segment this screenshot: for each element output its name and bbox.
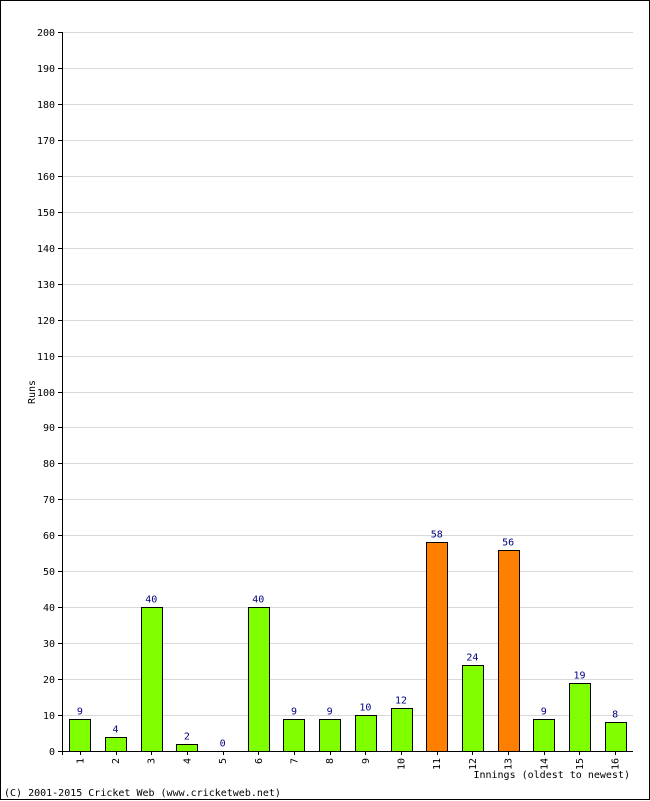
bar — [355, 715, 377, 752]
bar — [283, 719, 305, 752]
data-label: 9 — [77, 707, 83, 718]
bar — [176, 744, 198, 752]
y-tick-label: 160 — [37, 172, 55, 183]
bar — [533, 719, 555, 752]
data-label: 12 — [395, 696, 407, 707]
x-tick-label: 3 — [147, 758, 158, 764]
data-label: 4 — [113, 725, 119, 736]
x-tick-label: 13 — [504, 758, 515, 770]
data-labels: 9 4 40 2 0 40 9 9 10 12 58 24 56 9 19 8 — [77, 530, 618, 750]
bar — [105, 737, 127, 752]
y-tick-label: 40 — [43, 603, 55, 614]
data-label: 19 — [573, 671, 585, 682]
x-axis-ticks: 1 2 3 4 5 6 7 8 9 10 11 12 13 14 15 16 — [75, 751, 622, 770]
bars — [69, 542, 627, 752]
bar — [426, 542, 448, 752]
y-tick-label: 110 — [37, 352, 55, 363]
data-label: 40 — [145, 595, 157, 606]
bar — [141, 607, 163, 752]
y-tick-label: 150 — [37, 208, 55, 219]
copyright-text: (C) 2001-2015 Cricket Web (www.cricketwe… — [4, 788, 281, 799]
bar — [462, 665, 484, 752]
data-label: 24 — [466, 653, 478, 664]
bar — [605, 722, 627, 752]
y-tick-label: 30 — [43, 639, 55, 650]
x-tick-label: 5 — [218, 758, 229, 764]
y-tick-label: 180 — [37, 100, 55, 111]
y-tick-label: 170 — [37, 136, 55, 147]
x-tick-label: 10 — [397, 758, 408, 770]
bar — [391, 708, 413, 752]
data-label: 9 — [291, 707, 297, 718]
bar — [569, 683, 591, 752]
x-tick-label: 15 — [575, 758, 586, 770]
data-label: 56 — [502, 538, 514, 549]
y-tick-label: 100 — [37, 388, 55, 399]
data-label: 40 — [252, 595, 264, 606]
x-axis-label: Innings (oldest to newest) — [473, 770, 630, 781]
data-label: 58 — [431, 530, 443, 541]
y-tick-label: 10 — [43, 711, 55, 722]
bar — [498, 550, 520, 752]
y-tick-label: 50 — [43, 567, 55, 578]
bar — [248, 607, 270, 752]
y-tick-label: 190 — [37, 64, 55, 75]
x-tick-label: 1 — [75, 758, 86, 764]
y-tick-label: 80 — [43, 459, 55, 470]
y-axis-ticks: 0 10 20 30 40 50 60 70 80 90 100 110 120 130 140 150 160… — [37, 28, 62, 758]
x-tick-label: 14 — [539, 758, 550, 770]
y-axis-label: Runs — [27, 380, 38, 404]
y-tick-label: 200 — [37, 28, 55, 39]
data-label: 10 — [359, 703, 371, 714]
y-tick-label: 70 — [43, 495, 55, 506]
bar — [319, 719, 341, 752]
y-tick-label: 0 — [49, 747, 55, 758]
x-tick-label: 4 — [182, 758, 193, 764]
data-label: 9 — [327, 707, 333, 718]
x-tick-label: 16 — [611, 758, 622, 770]
x-tick-label: 2 — [111, 758, 122, 764]
data-label: 9 — [541, 707, 547, 718]
y-tick-label: 90 — [43, 423, 55, 434]
data-label: 2 — [184, 732, 190, 743]
bar — [69, 719, 91, 752]
y-tick-label: 20 — [43, 675, 55, 686]
x-tick-label: 9 — [361, 758, 372, 764]
data-label: 0 — [220, 739, 226, 750]
x-tick-label: 7 — [289, 758, 300, 764]
x-tick-label: 6 — [254, 758, 265, 764]
x-tick-label: 8 — [325, 758, 336, 764]
gridlines — [62, 32, 633, 716]
x-tick-label: 12 — [468, 758, 479, 770]
data-label: 8 — [612, 710, 618, 721]
y-tick-label: 120 — [37, 316, 55, 327]
y-tick-label: 60 — [43, 531, 55, 542]
x-tick-label: 11 — [432, 758, 443, 770]
y-tick-label: 130 — [37, 280, 55, 291]
y-tick-label: 140 — [37, 244, 55, 255]
